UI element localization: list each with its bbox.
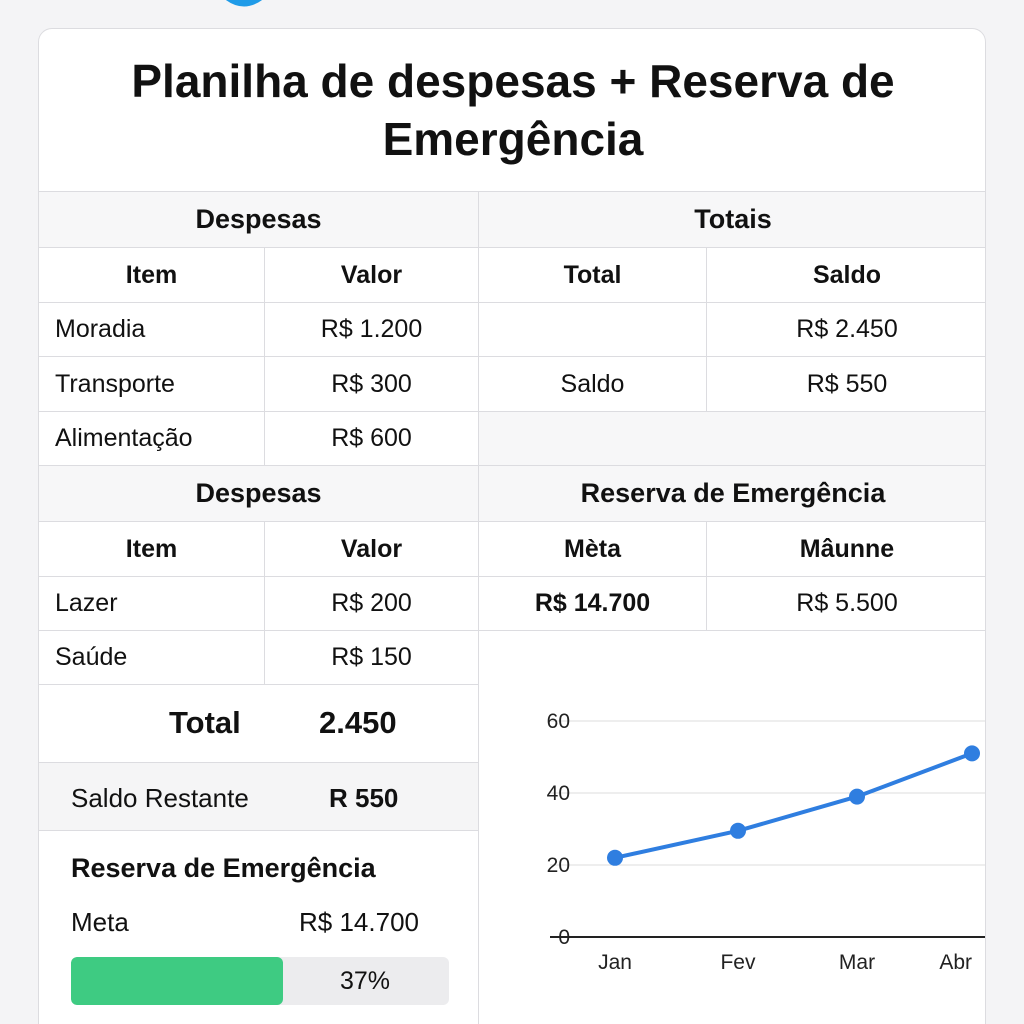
reserva-mensal-value[interactable]: R$ 5.500 xyxy=(707,577,985,631)
expense-value[interactable]: R$ 600 xyxy=(265,412,479,466)
totais-header: Totais xyxy=(479,192,985,248)
logo-icon xyxy=(226,0,262,7)
despesas-header: Despesas xyxy=(39,466,479,522)
col-item: Item xyxy=(39,522,265,577)
data-point xyxy=(730,822,746,839)
despesas-header: Despesas xyxy=(39,192,479,248)
y-tick-label: 40 xyxy=(547,782,570,805)
totais-saldo-value[interactable]: R$ 2.450 xyxy=(707,303,985,357)
col-item: Item xyxy=(39,248,265,303)
expense-value[interactable]: R$ 300 xyxy=(265,357,479,412)
expense-value[interactable]: R$ 1.200 xyxy=(265,303,479,357)
divider xyxy=(39,191,985,192)
saldo-label: Saldo Restante xyxy=(71,783,249,813)
meta-label: Meta xyxy=(71,907,129,937)
expense-item[interactable]: Saúde xyxy=(39,631,265,685)
reserva-header: Reserva de Emergência xyxy=(479,466,985,522)
total-value: 2.450 xyxy=(319,705,397,740)
spreadsheet-card: Planilha de despesas + Reserva de Emergê… xyxy=(38,28,986,1024)
col-saldo: Saldo xyxy=(707,248,985,303)
col-valor: Valor xyxy=(265,522,479,577)
expense-item[interactable]: Moradia xyxy=(39,303,265,357)
x-tick-label: Abr xyxy=(939,951,972,974)
saldo-value: R 550 xyxy=(329,783,399,813)
total-label: Total xyxy=(169,705,241,740)
x-tick-label: Mar xyxy=(839,951,875,974)
expense-value[interactable]: R$ 150 xyxy=(265,631,479,685)
expense-item[interactable]: Lazer xyxy=(39,577,265,631)
expense-item[interactable]: Transporte xyxy=(39,357,265,412)
line-chart: 0204060JanFevMarAbr xyxy=(480,631,985,1024)
expense-item[interactable]: Alimentação xyxy=(39,412,265,466)
expense-value[interactable]: R$ 200 xyxy=(265,577,479,631)
totais-cell[interactable] xyxy=(479,303,707,357)
data-point xyxy=(607,849,623,866)
progress-bar: 37% xyxy=(71,957,449,1005)
reserve-title: Reserva de Emergência xyxy=(71,853,376,883)
totais-saldo-value[interactable]: R$ 550 xyxy=(707,357,985,412)
y-tick-label: 20 xyxy=(547,854,570,877)
total-row: Total 2.450 xyxy=(39,685,479,763)
col-total: Total xyxy=(479,248,707,303)
series-line xyxy=(614,751,973,860)
data-point xyxy=(849,788,865,805)
saldo-row: Saldo Restante R 550 xyxy=(39,763,479,831)
progress-percent: 37% xyxy=(339,966,391,995)
empty-row xyxy=(479,412,985,466)
page-title: Planilha de despesas + Reserva de Emergê… xyxy=(131,55,895,165)
chart-svg: 0204060JanFevMarAbr xyxy=(547,710,985,974)
reserve-progress-panel: Reserva de Emergência Meta R$ 14.700 37% xyxy=(39,831,479,1024)
reserva-meta-value[interactable]: R$ 14.700 xyxy=(479,577,707,631)
x-tick-label: Fev xyxy=(720,951,756,974)
data-point xyxy=(964,745,980,762)
totais-saldo-label[interactable]: Saldo xyxy=(479,357,707,412)
col-mensal: Mâunne xyxy=(707,522,985,577)
col-valor: Valor xyxy=(265,248,479,303)
col-meta: Mèta xyxy=(479,522,707,577)
x-tick-label: Jan xyxy=(598,951,632,974)
meta-value: R$ 14.700 xyxy=(299,907,419,937)
y-tick-label: 60 xyxy=(547,710,570,733)
progress-fill xyxy=(71,957,283,1005)
